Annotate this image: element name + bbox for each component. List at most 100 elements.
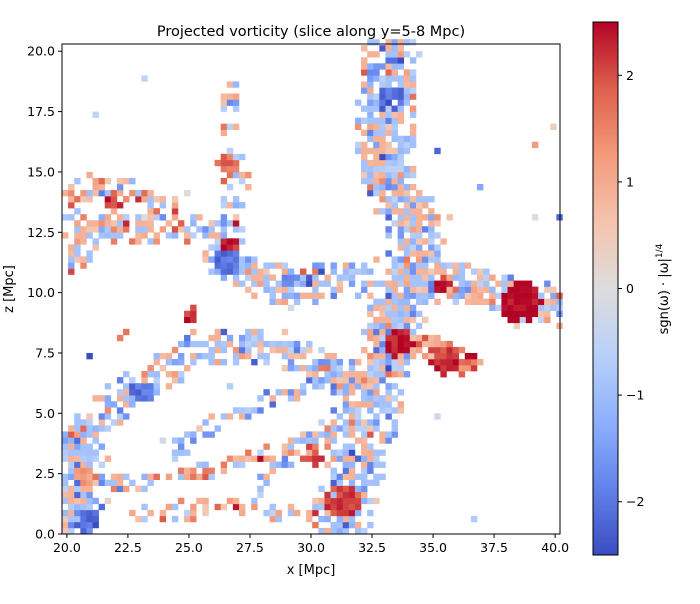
heatmap-cell [342,467,350,474]
heatmap-cell [68,184,75,191]
heatmap-cell [367,117,374,124]
heatmap-cell [238,334,246,342]
heatmap-cell [281,268,289,275]
heatmap-cell [141,190,148,197]
heatmap-cell [361,87,368,94]
heatmap-cell [62,449,69,456]
heatmap-cell [397,244,405,251]
heatmap-cell [68,491,75,499]
heatmap-cell [226,165,234,173]
heatmap-cell [348,449,356,456]
heatmap-cell [68,461,75,468]
heatmap-cell [531,298,539,305]
heatmap-cell [544,280,551,287]
heatmap-cell [318,383,325,390]
heatmap-cell [348,377,356,384]
heatmap-cell [62,497,69,505]
heatmap-cell [385,232,392,239]
heatmap-cell [220,220,228,227]
colorbar-tick-label: 1 [626,174,634,189]
heatmap-cell [141,196,148,203]
heatmap-cell [531,310,539,318]
heatmap-cell [141,389,148,396]
heatmap-cell [129,177,136,185]
heatmap-cell [385,268,392,275]
heatmap-cell [318,431,325,438]
heatmap-cell [330,419,337,426]
heatmap-cell [385,141,392,149]
heatmap-cell [226,383,234,390]
heatmap-cell [287,461,295,468]
heatmap-cell [275,280,282,287]
heatmap-cell [379,111,386,118]
heatmap-cell [440,340,447,348]
heatmap-cell [373,63,380,70]
heatmap-cell [300,383,307,390]
heatmap-cell [86,425,93,432]
heatmap-cell [330,286,337,293]
heatmap-cell [397,274,405,281]
heatmap-cell [269,401,276,408]
heatmap-cell [415,346,423,354]
heatmap-cell [269,346,276,354]
heatmap-cell [98,395,106,402]
heatmap-cell [470,365,478,372]
heatmap-cell [403,87,411,94]
heatmap-cell [373,208,380,215]
heatmap-cell [415,340,423,348]
heatmap-cell [98,461,106,468]
heatmap-cell [373,419,380,426]
heatmap-cell [147,214,154,221]
heatmap-cell [287,352,295,360]
heatmap-cell [348,274,356,281]
heatmap-cell [415,322,423,330]
heatmap-cell [293,437,301,444]
heatmap-cell [116,377,124,384]
heatmap-cell [397,190,405,197]
heatmap-cell [367,105,374,112]
heatmap-cell [232,503,240,511]
heatmap-cell [458,274,466,281]
heatmap-cell [116,214,124,221]
colorbar-gradient [593,22,618,555]
x-axis-ticks: 20.0 22.5 25.0 27.5 30.0 32.5 35.0 37.5 40.0 [53,534,569,555]
heatmap-cell [74,455,81,462]
heatmap-cell [68,250,75,257]
heatmap-cell [238,268,246,275]
heatmap-cell [86,515,93,523]
heatmap-cell [74,515,81,523]
heatmap-cell [324,461,331,468]
heatmap-cell [330,352,337,360]
heatmap-cell [147,479,154,487]
heatmap-cell [409,286,417,293]
heatmap-cell [385,304,392,312]
heatmap-cell [397,135,405,143]
heatmap-cell [373,153,380,161]
heatmap-cell [342,521,350,529]
heatmap-cell [220,262,228,269]
heatmap-cell [367,165,374,173]
heatmap-cell [98,479,106,487]
heatmap-cell [147,190,154,197]
heatmap-cell [98,214,106,221]
heatmap-cell [62,431,69,438]
heatmap-cell [336,479,344,487]
heatmap-cell [507,298,514,305]
heatmap-cell [379,431,386,438]
heatmap-cell [232,171,240,179]
heatmap-cell [385,371,392,378]
heatmap-cell [391,220,398,227]
heatmap-cell [245,268,252,275]
heatmap-cell [226,159,234,167]
heatmap-cell [367,497,374,505]
heatmap-cell [348,509,356,517]
heatmap-cell [367,419,374,426]
heatmap-cell [86,419,93,426]
heatmap-cell [354,383,362,390]
heatmap-cell [483,286,490,293]
heatmap-cell [330,521,337,529]
heatmap-cell [116,413,124,420]
heatmap-cell [287,286,295,293]
heatmap-cell [135,190,142,197]
